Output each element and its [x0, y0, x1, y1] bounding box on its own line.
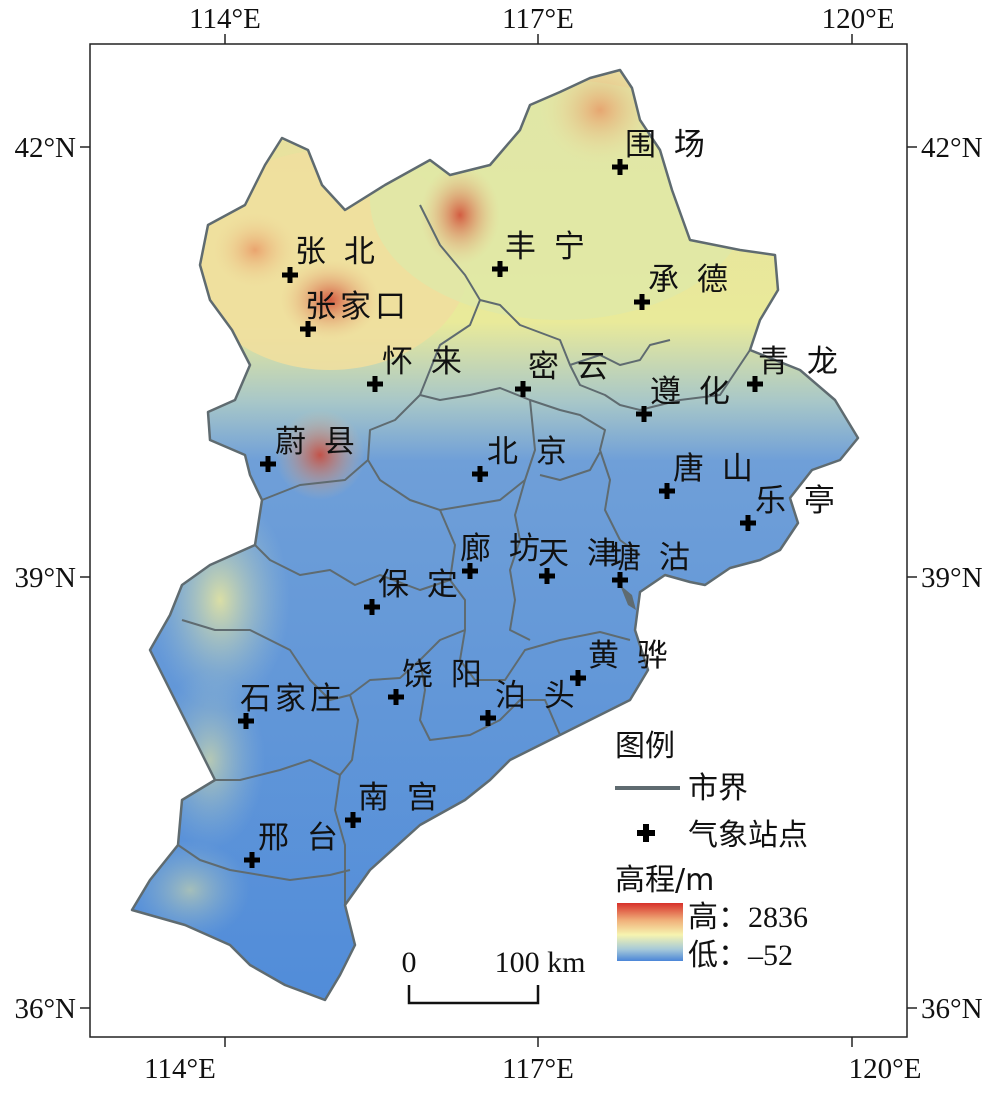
station-label: 青 龙 [758, 344, 842, 380]
axis-ticks [80, 34, 917, 1047]
legend-high-label: 高： [688, 900, 748, 935]
scale-zero-label: 0 [402, 946, 417, 979]
right-lat-label-36: 36°N [921, 993, 983, 1025]
station-label: 蔚 县 [275, 424, 359, 460]
station-marker [740, 515, 756, 531]
station-label: 承 德 [648, 262, 732, 298]
station-marker [300, 321, 316, 337]
station-marker [364, 599, 380, 615]
station-marker [492, 261, 508, 277]
legend-low-value: –52 [747, 939, 793, 972]
bottom-lon-label-117: 117°E [502, 1053, 574, 1085]
legend-station-label: 气象站点 [688, 818, 808, 853]
legend-low-label: 低： [688, 938, 748, 973]
station-marker [634, 294, 650, 310]
station-label: 南 宫 [358, 780, 442, 816]
left-lat-label-36: 36°N [14, 993, 76, 1025]
top-lon-label-117: 117°E [502, 3, 574, 35]
legend-title: 图例 [615, 729, 675, 764]
station-marker [612, 159, 628, 175]
station-label: 廊 坊 [460, 531, 544, 567]
station-label: 围 场 [625, 127, 709, 163]
city-boundaries [177, 204, 751, 905]
right-lat-label-39: 39°N [921, 562, 983, 594]
station-marker [260, 456, 276, 472]
station-marker [747, 376, 763, 392]
station-label: 石家庄 [240, 681, 345, 717]
bohai-bay-coast [620, 585, 636, 610]
station-marker [244, 852, 260, 868]
scale-bar-line [407, 985, 540, 1005]
station-marker [472, 466, 488, 482]
scale-distance-label: 100 km [495, 946, 586, 979]
right-lat-label-42: 42°N [921, 132, 983, 164]
station-marker [636, 406, 652, 422]
station-label: 张家口 [305, 289, 410, 325]
scale-bar: 0 100 km [402, 946, 586, 1005]
station-marker [612, 572, 628, 588]
station-marker [539, 568, 555, 584]
station-label: 遵 化 [650, 374, 734, 410]
station-marker [367, 376, 383, 392]
station-marker [659, 483, 675, 499]
left-lat-label-42: 42°N [14, 132, 76, 164]
station-marker [388, 689, 404, 705]
station-marker [238, 713, 254, 729]
station-marker [570, 670, 586, 686]
legend-station-icon [637, 824, 655, 842]
station-label: 北 京 [487, 434, 571, 470]
station-label: 怀 来 [382, 344, 466, 380]
station-marker [515, 381, 531, 397]
station-label: 张 北 [295, 234, 379, 270]
station-label: 乐 亭 [755, 483, 839, 519]
bottom-lon-label-114: 114°E [144, 1053, 216, 1085]
station-label: 密 云 [528, 349, 612, 385]
legend-boundary-label: 市界 [688, 771, 748, 806]
station-label: 保 定 [378, 567, 462, 603]
station-marker [345, 812, 361, 828]
station-marker [462, 563, 478, 579]
station-label: 泊 头 [495, 678, 579, 714]
station-label: 塘 沽 [610, 540, 694, 576]
station-label: 邢 台 [258, 820, 342, 856]
top-lon-label-114: 114°E [189, 3, 261, 35]
legend-elevation-title: 高程/m [615, 863, 714, 898]
legend-elevation-ramp [617, 903, 683, 961]
bottom-lon-label-120: 120°E [849, 1053, 922, 1085]
legend: 图例 市界 气象站点 高程/m 高： 2836 低： –52 [615, 729, 808, 973]
top-lon-label-120: 120°E [822, 3, 895, 35]
station-marker [480, 710, 496, 726]
station-label: 天 津 [538, 536, 622, 572]
station-marker [282, 267, 298, 283]
station-label: 黄 骅 [588, 638, 672, 674]
province-outline [130, 68, 860, 1002]
left-lat-label-39: 39°N [14, 562, 76, 594]
station-label: 饶 阳 [402, 657, 486, 693]
legend-high-value: 2836 [748, 901, 808, 934]
station-label: 丰 宁 [505, 229, 589, 265]
station-label: 唐 山 [673, 451, 757, 487]
